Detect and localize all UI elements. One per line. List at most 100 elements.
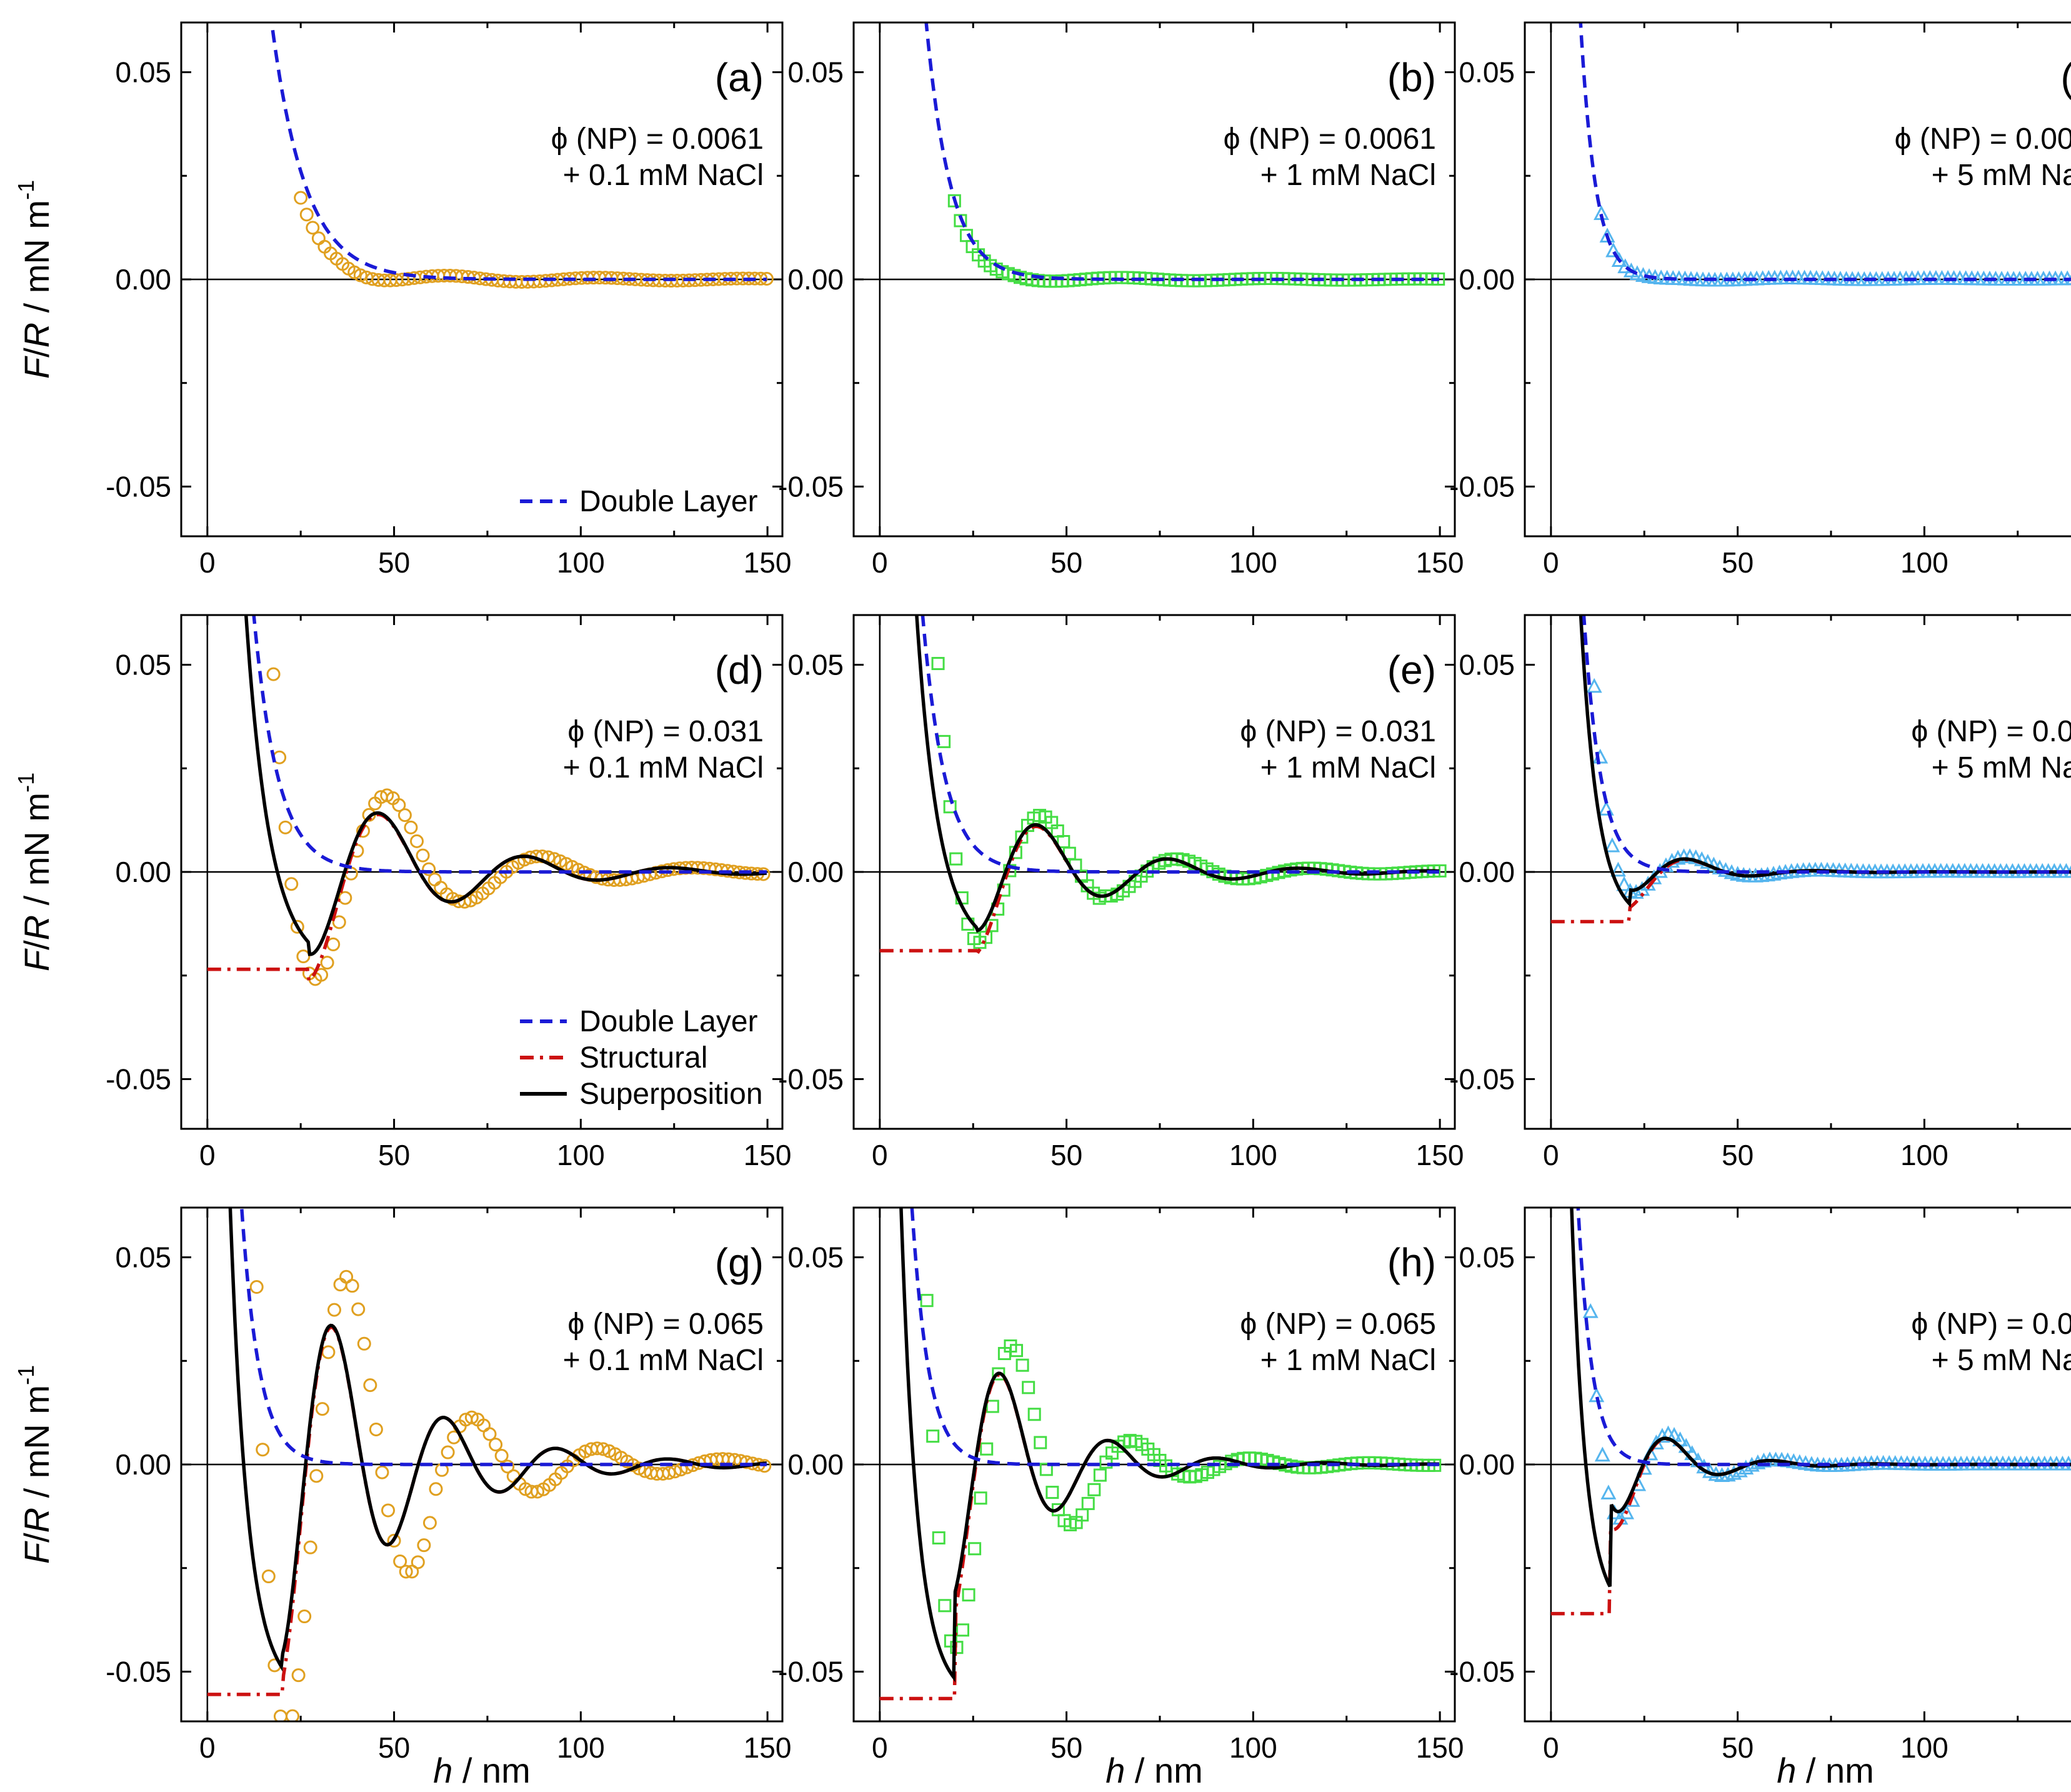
data-point <box>249 1280 264 1294</box>
x-tick-label: 0 <box>1543 546 1559 579</box>
plot-area <box>879 615 1447 954</box>
y-axis-labels-group: F/R / mN m-1F/R / mN m-1F/R / mN m-1 <box>13 180 56 1564</box>
data-point <box>327 1303 341 1317</box>
data-point <box>281 1726 292 1738</box>
data-point <box>759 272 774 286</box>
data-point <box>1586 678 1602 693</box>
panel-frame <box>1524 21 2071 538</box>
data-point <box>393 1554 407 1569</box>
double-layer-curve <box>269 23 767 281</box>
plot-area <box>879 1208 1442 1701</box>
data-point <box>399 1564 413 1579</box>
data-point <box>482 1427 497 1441</box>
data-point <box>494 1448 509 1463</box>
data-point <box>410 834 424 848</box>
x-tick-label: 100 <box>1229 1139 1277 1171</box>
y-label-slash: / <box>17 940 56 950</box>
panel-h: 0 50 100 150 -0.05 0.00 0.05 (h) ϕ (NP) = 0.065+… <box>778 1206 1464 1764</box>
y-tick-label: -0.05 <box>778 470 844 503</box>
legend-label-double_layer: Double Layer <box>579 1005 758 1038</box>
y-label-italic-F: F <box>17 1541 56 1564</box>
x-tick-label: 50 <box>378 546 410 579</box>
data-point <box>306 221 320 235</box>
y-label-exponent: -1 <box>13 1365 39 1385</box>
data-point <box>1582 1303 1599 1318</box>
y-axis-label: F/R / mN m-1 <box>13 180 56 379</box>
data-point <box>1093 1468 1107 1482</box>
y-label-slash: / <box>17 348 56 358</box>
data-point <box>1598 800 1614 816</box>
salt-annotation: + 1 mM NaCl <box>1260 751 1436 784</box>
data-point <box>397 808 412 823</box>
data-point <box>266 667 281 681</box>
double-layer-curve <box>924 23 1439 281</box>
panel-frame <box>180 21 784 538</box>
y-tick-label: 0.05 <box>787 1241 844 1274</box>
data-point <box>321 1345 336 1359</box>
data-point <box>1700 854 1716 869</box>
data-point <box>338 891 352 905</box>
data-point <box>404 820 418 834</box>
data-point <box>932 1531 946 1544</box>
panel-e: 0 50 100 150 -0.05 0.00 0.05 (e) ϕ (NP) = 0.031+… <box>778 614 1464 1171</box>
legend-label-double_layer: Double Layer <box>579 485 758 518</box>
x-label-italic-h: h <box>1105 1751 1125 1790</box>
double-layer-curve <box>239 1208 767 1466</box>
panel-frame <box>1524 614 2071 1130</box>
data-point <box>464 1410 479 1424</box>
data-point <box>1057 834 1070 848</box>
data-point <box>986 1399 999 1413</box>
panel-label: (a) <box>715 55 764 100</box>
data-point <box>1619 1504 1635 1519</box>
salt-annotation: + 5 mM NaCl <box>1932 751 2071 784</box>
x-tick-label: 50 <box>1050 1731 1082 1764</box>
x-tick-label: 100 <box>1229 1731 1277 1764</box>
data-point <box>311 231 326 246</box>
data-point <box>351 1302 366 1316</box>
data-point <box>501 1459 515 1474</box>
y-tick-label: -0.05 <box>1449 1655 1515 1688</box>
data-point <box>290 919 304 934</box>
double-layer-curve <box>1582 615 2071 874</box>
data-point <box>956 1623 969 1637</box>
panel-label: (h) <box>1387 1240 1436 1285</box>
plot-area <box>1550 615 2071 924</box>
y-label-italic-F: F <box>17 948 56 971</box>
panel-frame <box>180 1206 784 1723</box>
data-point <box>757 1459 772 1473</box>
data-point <box>1087 1483 1101 1496</box>
panel-b: 0 50 100 150 -0.05 0.00 0.05 (b) ϕ (NP) = 0.0061… <box>778 21 1464 579</box>
plot-area <box>1550 1208 2071 1616</box>
x-tick-label: 100 <box>1900 1731 1949 1764</box>
phi-annotation: ϕ (NP) = 0.0061 <box>551 123 764 156</box>
data-point <box>303 1540 317 1554</box>
plot-area <box>924 23 1445 288</box>
data-point <box>974 1491 987 1505</box>
salt-annotation: + 0.1 mM NaCl <box>563 1344 764 1377</box>
data-point <box>422 862 436 876</box>
panel-label: (b) <box>1387 55 1436 100</box>
y-label-slash: / <box>17 1533 56 1543</box>
data-point <box>667 1464 682 1479</box>
panel-label: (c) <box>2060 55 2071 100</box>
data-point <box>357 1336 371 1351</box>
y-axis-label: F/R / mN m-1 <box>13 1365 56 1564</box>
data-point <box>596 1442 611 1456</box>
x-tick-label: 150 <box>1416 1139 1464 1171</box>
structural-curve <box>879 824 1439 954</box>
y-label-exponent: -1 <box>13 773 39 793</box>
y-tick-label: 0.05 <box>1459 1241 1515 1274</box>
x-tick-label: 50 <box>1722 546 1754 579</box>
data-point <box>309 1469 324 1483</box>
x-tick-label: 50 <box>1050 546 1082 579</box>
panel-frame <box>1524 1206 2071 1723</box>
y-tick-label: 0.00 <box>115 263 171 296</box>
x-axis-label: h / nm <box>1105 1751 1203 1790</box>
y-label-units: / mN m <box>17 1385 56 1508</box>
panel-g: 0 50 100 150 -0.05 0.00 0.05 (g) ϕ (NP) = 0.065+… <box>106 1206 791 1764</box>
data-point <box>1616 876 1632 891</box>
plot-area <box>207 615 771 986</box>
data-point <box>332 915 346 929</box>
